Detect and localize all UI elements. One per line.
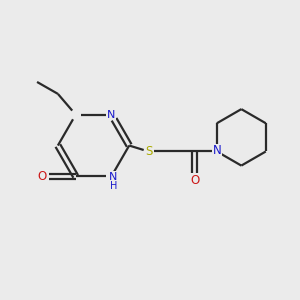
Text: N: N — [109, 172, 117, 182]
Text: N: N — [107, 110, 116, 120]
Text: N: N — [212, 144, 221, 158]
Text: H: H — [110, 181, 117, 191]
Text: O: O — [38, 170, 47, 183]
Text: O: O — [190, 174, 199, 187]
Text: S: S — [146, 145, 153, 158]
